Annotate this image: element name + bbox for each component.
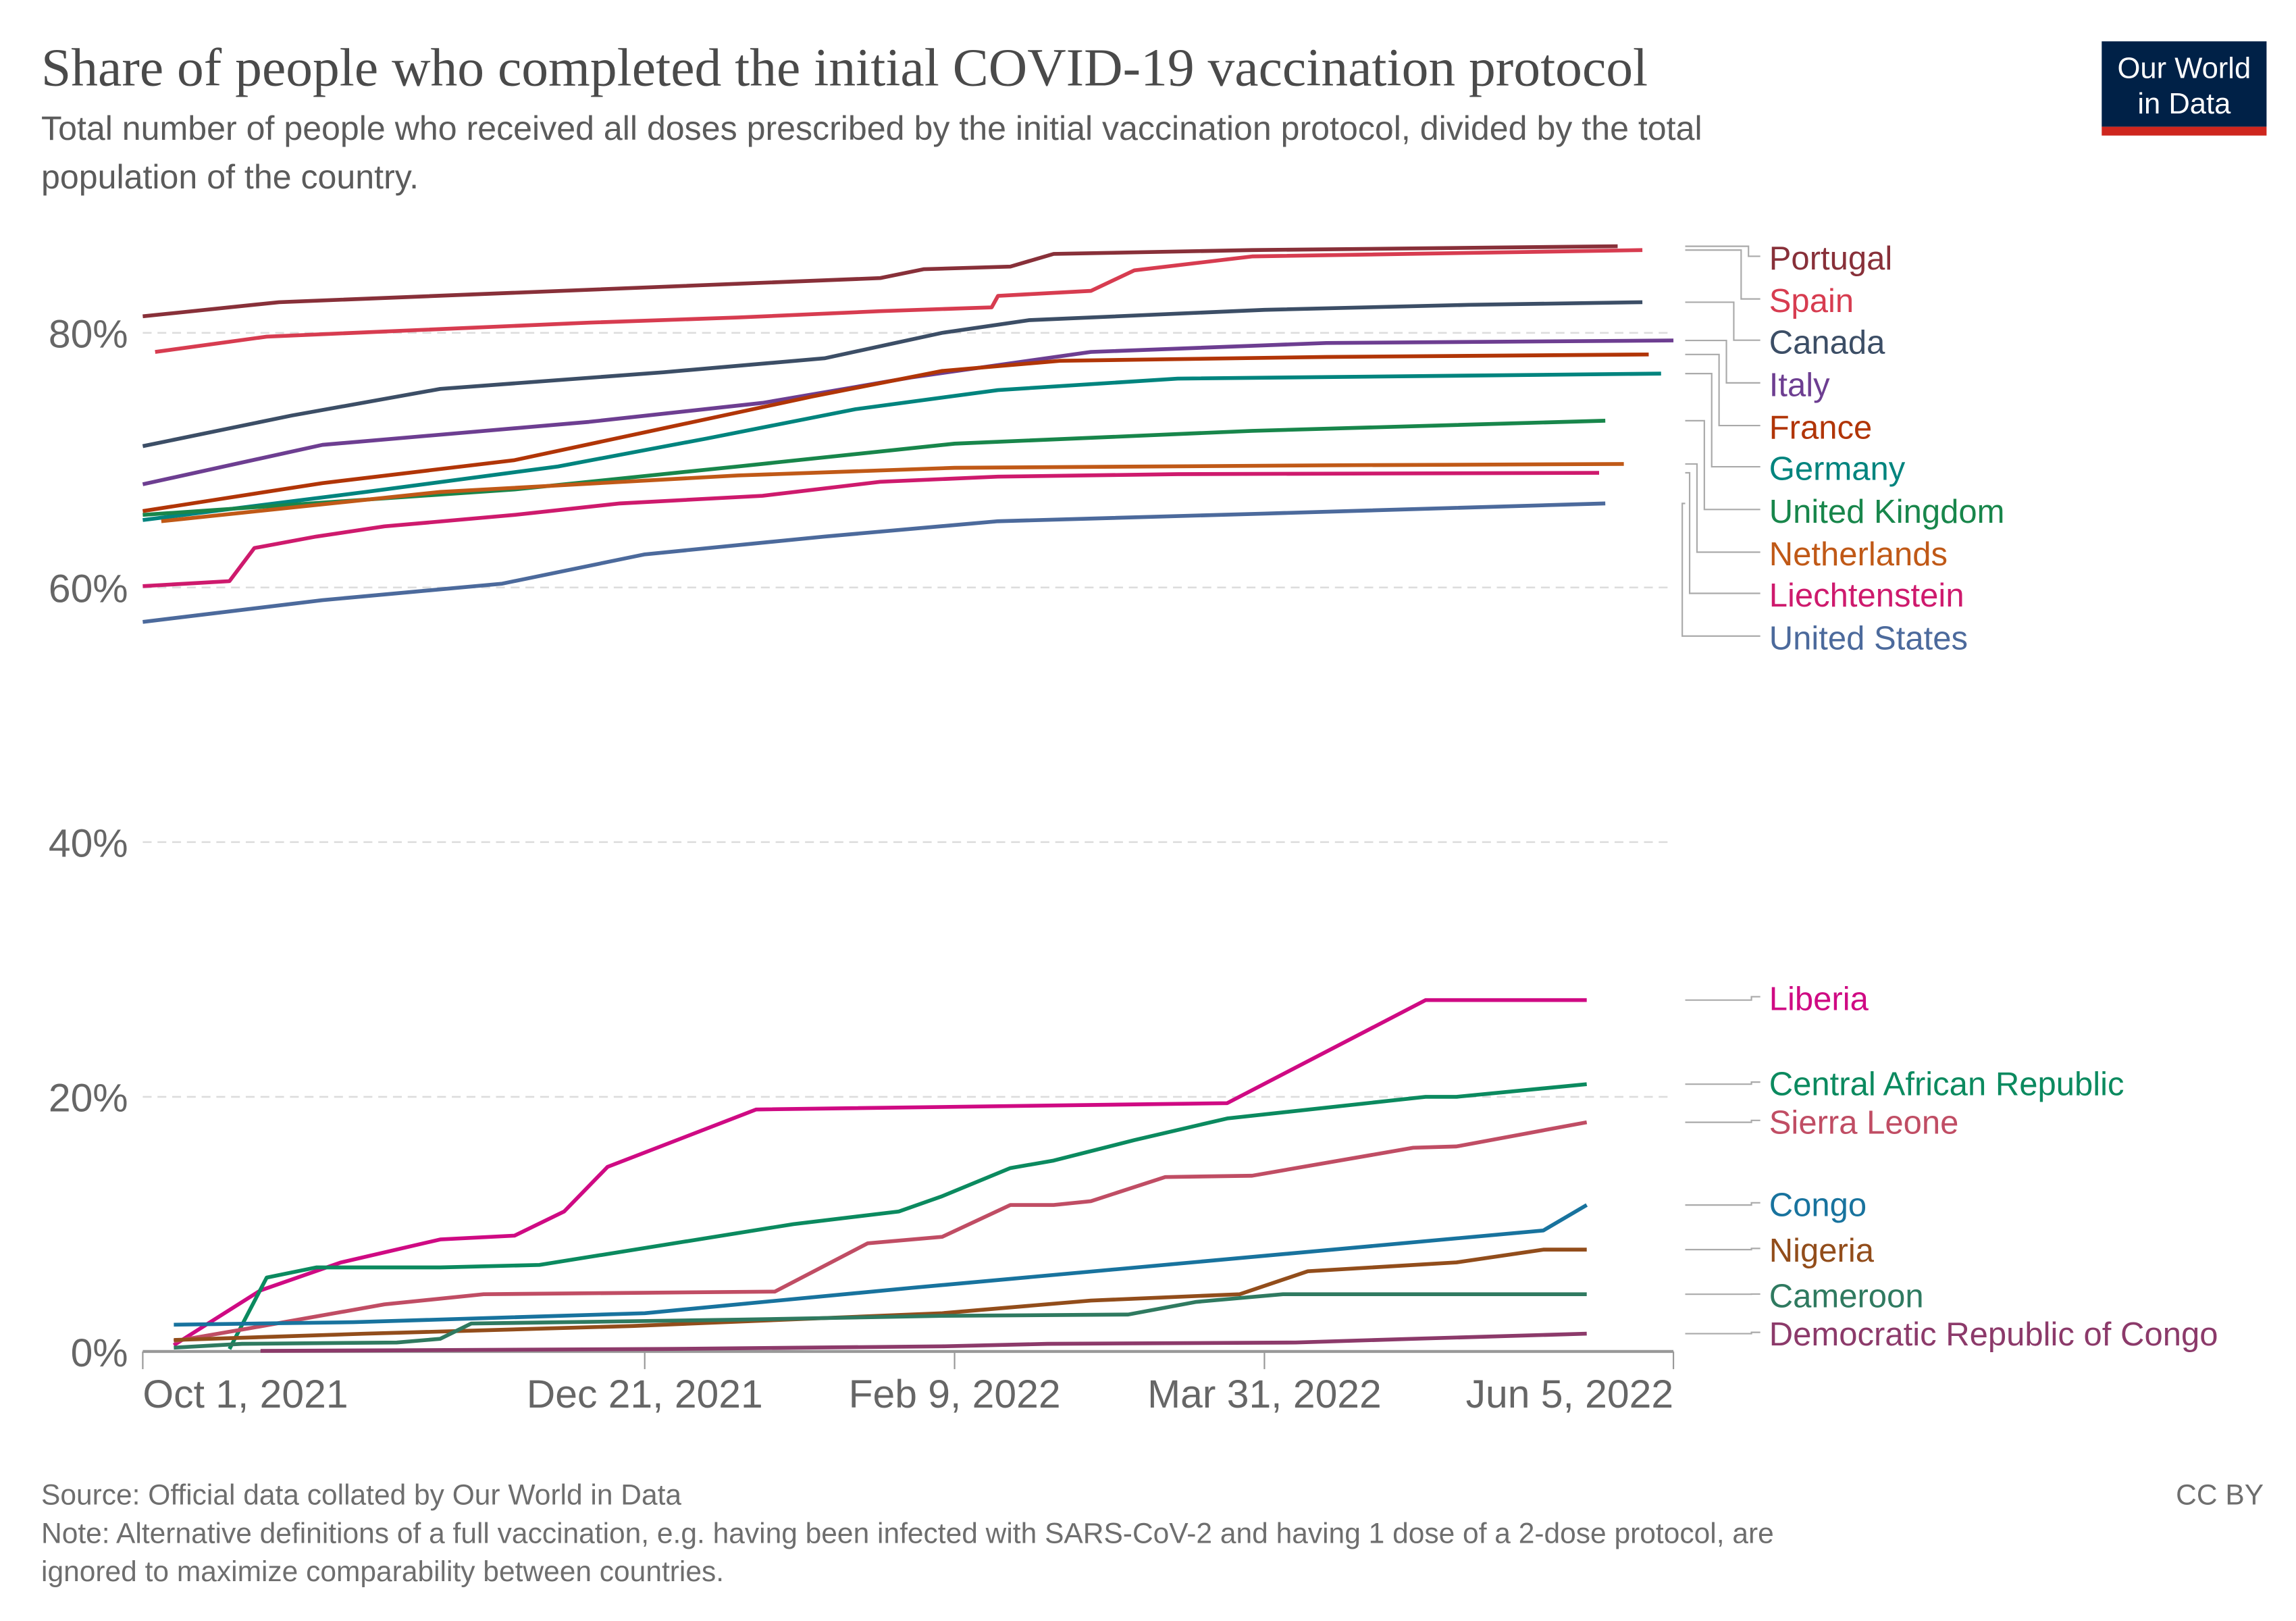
series-label-france: France [1769, 410, 1873, 446]
series-line-central-african-republic [228, 1082, 1587, 1350]
label-connector-france [1685, 353, 1760, 427]
series-label-liechtenstein: Liechtenstein [1769, 577, 1964, 614]
label-connector-portugal [1685, 245, 1760, 257]
note-line1: Note: Alternative definitions of a full … [41, 1518, 1774, 1549]
label-connector-united-kingdom [1685, 419, 1760, 511]
series-line-united-states [142, 501, 1606, 624]
label-connector-democratic-republic-of-congo [1685, 1331, 1760, 1335]
source-text: Source: Official data collated by Our Wo… [41, 1480, 681, 1512]
series-line-netherlands [161, 462, 1624, 523]
label-connector-central-african-republic [1685, 1081, 1760, 1085]
series-line-cameroon [174, 1292, 1587, 1350]
chart-subtitle-line2: population of the country. [41, 158, 419, 196]
series-line-liberia [172, 998, 1587, 1347]
license-text[interactable]: CC BY [2176, 1480, 2264, 1512]
series-label-portugal: Portugal [1769, 240, 1893, 277]
label-connector-united-states [1681, 503, 1760, 637]
label-connector-sierra-leone [1685, 1119, 1760, 1123]
series-label-italy: Italy [1769, 367, 1830, 403]
series-label-united-states: United States [1769, 620, 1968, 657]
series-line-democratic-republic-of-congo [260, 1331, 1587, 1353]
series-label-central-african-republic: Central African Republic [1769, 1066, 2124, 1103]
series-line-united-kingdom [142, 419, 1606, 517]
series-line-germany [142, 371, 1661, 522]
label-connector-liechtenstein [1685, 471, 1760, 594]
series-label-cameroon: Cameroon [1769, 1279, 1924, 1315]
x-tick-label: Jun 5, 2022 [1466, 1372, 1673, 1416]
label-connector-nigeria [1685, 1247, 1760, 1251]
x-axis: Oct 1, 2021 Dec 21, 2021 Feb 9, 2022 Mar 31… [142, 1349, 1675, 1416]
label-connector-liberia [1685, 996, 1760, 1001]
series-line-spain [155, 248, 1643, 354]
series-line-liechtenstein [142, 471, 1600, 588]
y-tick-label: 20% [49, 1077, 128, 1121]
label-connector-germany [1685, 373, 1760, 468]
series-line-france [142, 352, 1649, 513]
series-label-spain: Spain [1769, 283, 1854, 319]
series-label-democratic-republic-of-congo: Democratic Republic of Congo [1769, 1316, 2218, 1353]
series-lines [142, 244, 1674, 1353]
logo-red-bar [2102, 126, 2267, 136]
series-label-nigeria: Nigeria [1769, 1233, 1875, 1269]
series-labels: Portugal Spain Canada Italy France Germany Uni… [1681, 240, 2218, 1353]
label-connector-italy [1685, 340, 1760, 384]
x-tick-label: Feb 9, 2022 [849, 1372, 1061, 1416]
label-connector-netherlands [1685, 463, 1760, 553]
series-label-netherlands: Netherlands [1769, 536, 1948, 573]
owid-logo[interactable]: Our World in Data [2102, 41, 2267, 136]
series-label-united-kingdom: United Kingdom [1769, 494, 2005, 530]
logo-text-line2: in Data [2137, 88, 2231, 120]
series-line-sierra-leone [173, 1120, 1588, 1343]
series-line-nigeria [174, 1247, 1587, 1342]
y-axis-ticks: 0% 20% 40% 60% 80% [49, 313, 128, 1375]
x-tick-label: Oct 1, 2021 [142, 1372, 348, 1416]
label-connector-canada [1685, 301, 1760, 341]
y-tick-label: 0% [71, 1331, 128, 1375]
series-label-germany: Germany [1769, 451, 1906, 488]
series-label-sierra-leone: Sierra Leone [1769, 1104, 1959, 1141]
chart-subtitle-line1: Total number of people who received all … [41, 109, 1702, 147]
series-label-liberia: Liberia [1769, 981, 1869, 1017]
label-connector-congo [1685, 1202, 1760, 1206]
series-line-canada [142, 300, 1643, 448]
series-line-italy [142, 338, 1674, 486]
note-line2: ignored to maximize comparability betwee… [41, 1556, 724, 1588]
label-connector-spain [1685, 249, 1760, 300]
x-tick-label: Dec 21, 2021 [527, 1372, 763, 1416]
chart-title: Share of people who completed the initia… [41, 38, 1648, 98]
y-tick-label: 80% [49, 313, 128, 357]
series-label-congo: Congo [1769, 1187, 1867, 1223]
series-line-congo [174, 1203, 1588, 1327]
series-line-portugal [142, 244, 1618, 319]
logo-text-line1: Our World [2117, 53, 2251, 85]
logo-background [2102, 41, 2267, 127]
x-tick-label: Mar 31, 2022 [1147, 1372, 1382, 1416]
series-label-canada: Canada [1769, 324, 1885, 361]
y-tick-label: 60% [49, 567, 128, 611]
y-tick-label: 40% [49, 822, 128, 866]
